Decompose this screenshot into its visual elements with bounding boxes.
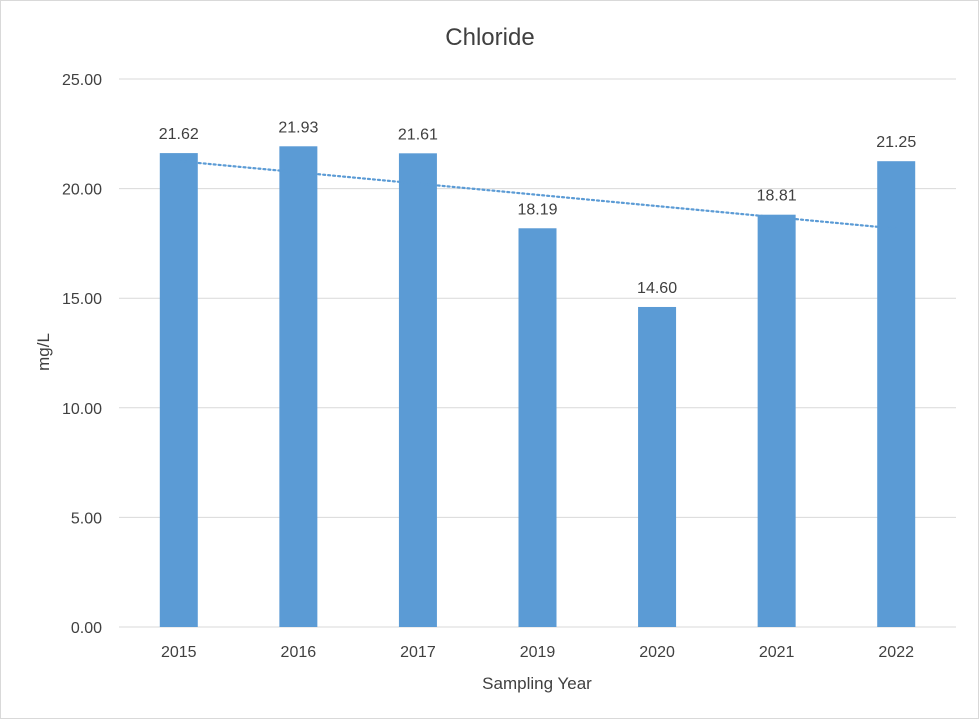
data-label: 21.25 <box>876 134 916 151</box>
x-tick-label: 2022 <box>878 644 914 661</box>
x-tick-label: 2020 <box>639 644 675 661</box>
y-tick-label: 25.00 <box>62 72 102 89</box>
data-label: 21.62 <box>159 126 199 143</box>
x-axis-ticks: 2015 2016 2017 2019 2020 2021 2022 <box>161 644 914 661</box>
x-tick-label: 2019 <box>520 644 556 661</box>
bar <box>877 161 916 627</box>
data-label: 14.60 <box>637 280 677 297</box>
bar <box>398 153 437 627</box>
y-tick-label: 5.00 <box>71 510 102 527</box>
chart-title: Chloride <box>445 24 534 51</box>
bar <box>638 306 677 627</box>
y-tick-label: 10.00 <box>62 401 102 418</box>
x-tick-label: 2017 <box>400 644 436 661</box>
bar <box>279 146 318 627</box>
bar <box>159 153 198 627</box>
bar <box>518 228 557 627</box>
bar <box>757 214 796 627</box>
y-tick-label: 0.00 <box>71 620 102 637</box>
data-label: 21.61 <box>398 126 438 143</box>
y-axis-ticks: 0.00 5.00 10.00 15.00 20.00 25.00 <box>62 72 102 637</box>
x-tick-label: 2021 <box>759 644 795 661</box>
x-axis-title: Sampling Year <box>482 674 592 693</box>
x-tick-label: 2015 <box>161 644 197 661</box>
data-labels: 21.62 21.93 21.61 18.19 14.60 18.81 21.25 <box>159 119 917 297</box>
y-tick-label: 15.00 <box>62 291 102 308</box>
data-label: 18.81 <box>757 188 797 205</box>
data-label: 18.19 <box>517 201 557 218</box>
data-label: 21.93 <box>278 119 318 136</box>
trendline <box>177 160 898 230</box>
y-tick-label: 20.00 <box>62 182 102 199</box>
y-axis-title: mg/L <box>34 333 53 371</box>
bars <box>159 146 916 627</box>
trendline-group <box>177 160 898 230</box>
x-tick-label: 2016 <box>281 644 317 661</box>
